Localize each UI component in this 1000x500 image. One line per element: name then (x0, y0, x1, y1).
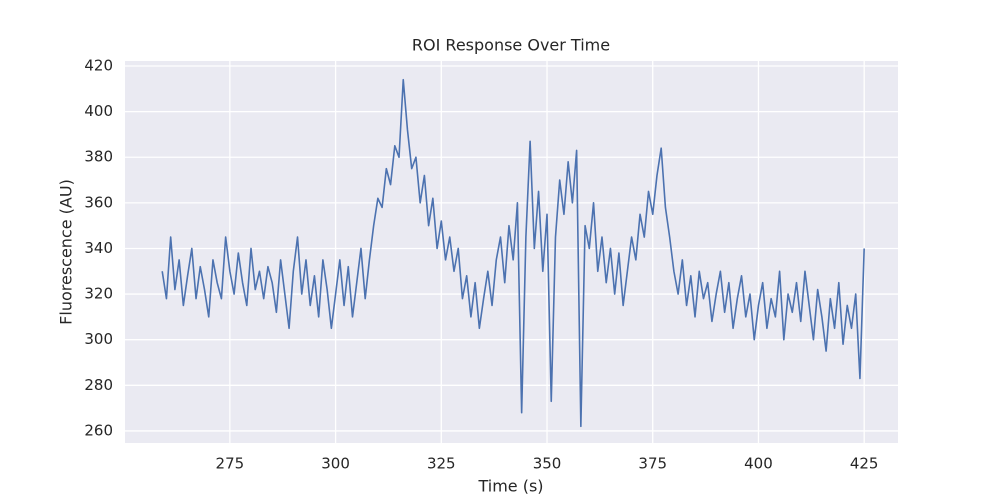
y-tick-label: 360 (84, 193, 113, 211)
x-tick-label: 275 (216, 455, 245, 473)
x-tick-label: 300 (321, 455, 350, 473)
data-line (161, 78, 865, 428)
x-axis-label: Time (s) (477, 477, 543, 496)
y-tick-label: 400 (84, 102, 113, 120)
chart-title: ROI Response Over Time (412, 36, 610, 55)
x-tick-label: 425 (850, 455, 879, 473)
x-tick-label: 325 (427, 455, 456, 473)
y-tick-label: 340 (84, 239, 113, 257)
y-tick-label: 260 (84, 421, 113, 439)
y-axis-label: Fluorescence (AU) (57, 179, 76, 325)
x-tick-label: 375 (638, 455, 667, 473)
y-tick-label: 320 (84, 285, 113, 303)
y-tick-label: 420 (84, 57, 113, 75)
y-tick-label: 280 (84, 376, 113, 394)
x-tick-label: 350 (533, 455, 562, 473)
y-tick-label: 380 (84, 148, 113, 166)
y-tick-label: 300 (84, 330, 113, 348)
x-tick-label: 400 (744, 455, 773, 473)
